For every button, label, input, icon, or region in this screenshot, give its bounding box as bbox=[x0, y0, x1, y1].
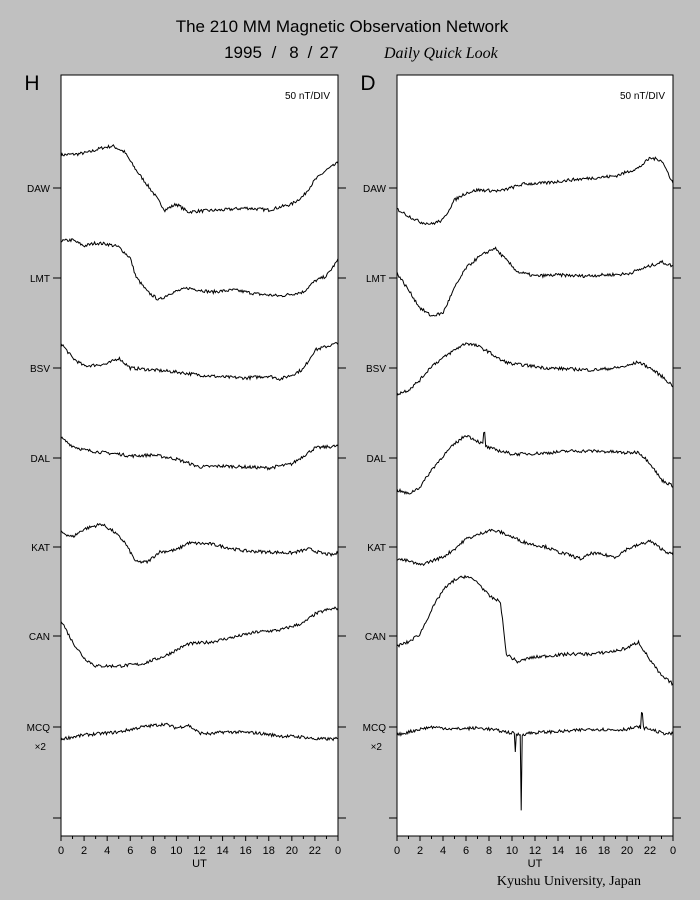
trace-h-daw bbox=[60, 144, 339, 215]
date-separator-2: / bbox=[308, 43, 313, 62]
trace-h-dal bbox=[60, 436, 339, 471]
date-day: 27 bbox=[320, 43, 339, 62]
trace-d-kat bbox=[396, 528, 674, 567]
x-tick-label: 20 bbox=[621, 845, 633, 857]
trace-h-mcq bbox=[60, 722, 339, 742]
x-tick-label: 0 bbox=[670, 845, 676, 857]
chart-subtitle: Daily Quick Look bbox=[383, 45, 499, 62]
institution-credit: Kyushu University, Japan bbox=[497, 874, 641, 889]
x-tick-label: 12 bbox=[193, 845, 205, 857]
x-tick-label: 10 bbox=[170, 845, 182, 857]
x-tick-label: 2 bbox=[417, 845, 423, 857]
x-tick-label: 6 bbox=[127, 845, 133, 857]
station-label: CAN bbox=[365, 632, 386, 643]
x-tick-label: 20 bbox=[286, 845, 298, 857]
station-label: BSV bbox=[366, 364, 386, 375]
x-tick-label: 4 bbox=[440, 845, 446, 857]
x-tick-label: 18 bbox=[598, 845, 610, 857]
station-label: DAW bbox=[27, 184, 51, 195]
scale-label: 50 nT/DIV bbox=[285, 91, 330, 102]
plot-area bbox=[60, 74, 339, 837]
panel-label: H bbox=[24, 72, 39, 95]
chart-title: The 210 MM Magnetic Observation Network bbox=[176, 17, 509, 36]
trace-d-dal bbox=[396, 431, 674, 495]
x-tick-label: 22 bbox=[309, 845, 321, 857]
trace-d-can bbox=[396, 574, 674, 686]
date-year: 1995 bbox=[224, 43, 262, 62]
x-tick-label: 0 bbox=[58, 845, 64, 857]
station-label: DAL bbox=[367, 454, 387, 465]
x-tick-label: 22 bbox=[644, 845, 656, 857]
trace-d-lmt bbox=[396, 246, 674, 317]
date-month: 8 bbox=[289, 43, 298, 62]
x-tick-label: 8 bbox=[150, 845, 156, 857]
station-label: BSV bbox=[30, 364, 50, 375]
station-label: KAT bbox=[31, 543, 50, 554]
x-tick-label: 0 bbox=[335, 845, 341, 857]
trace-h-can bbox=[60, 606, 339, 669]
date-separator-1: / bbox=[272, 43, 277, 62]
x-tick-label: 0 bbox=[394, 845, 400, 857]
x-tick-label: 4 bbox=[104, 845, 110, 857]
station-label: DAL bbox=[31, 454, 51, 465]
mcq-scale-note: ×2 bbox=[35, 742, 47, 753]
trace-h-bsv bbox=[60, 341, 339, 381]
x-axis-label: UT bbox=[528, 858, 543, 870]
panel-label: D bbox=[360, 72, 375, 95]
station-label: LMT bbox=[366, 274, 386, 285]
x-tick-label: 12 bbox=[529, 845, 541, 857]
station-label: MCQ bbox=[27, 723, 51, 734]
station-label: DAW bbox=[363, 184, 387, 195]
x-tick-label: 10 bbox=[506, 845, 518, 857]
station-label: LMT bbox=[30, 274, 50, 285]
plot-area bbox=[396, 74, 674, 837]
x-tick-label: 2 bbox=[81, 845, 87, 857]
panel-h: H 50 nT/DIV 0 2 4 6 8 10 12 14 16 18 20 22 0 UT DAW LMT BS… bbox=[24, 72, 346, 870]
x-axis-label: UT bbox=[192, 858, 207, 870]
mcq-scale-note: ×2 bbox=[371, 742, 383, 753]
station-label: CAN bbox=[29, 632, 50, 643]
trace-h-lmt bbox=[60, 238, 339, 301]
x-tick-label: 14 bbox=[552, 845, 564, 857]
scale-label: 50 nT/DIV bbox=[620, 91, 665, 102]
x-tick-label: 14 bbox=[216, 845, 228, 857]
trace-h-kat bbox=[60, 522, 339, 565]
x-tick-label: 18 bbox=[263, 845, 275, 857]
x-tick-label: 16 bbox=[240, 845, 252, 857]
trace-d-mcq bbox=[396, 711, 674, 811]
trace-d-bsv bbox=[396, 342, 674, 396]
x-tick-label: 16 bbox=[575, 845, 587, 857]
x-tick-label: 6 bbox=[463, 845, 469, 857]
panel-d: D 50 nT/DIV 0 2 4 6 8 10 12 14 16 18 20 22 0 UT DAW LMT BS… bbox=[360, 72, 681, 870]
station-label: MCQ bbox=[363, 723, 387, 734]
station-label: KAT bbox=[367, 543, 386, 554]
x-tick-label: 8 bbox=[486, 845, 492, 857]
trace-d-daw bbox=[396, 156, 674, 226]
